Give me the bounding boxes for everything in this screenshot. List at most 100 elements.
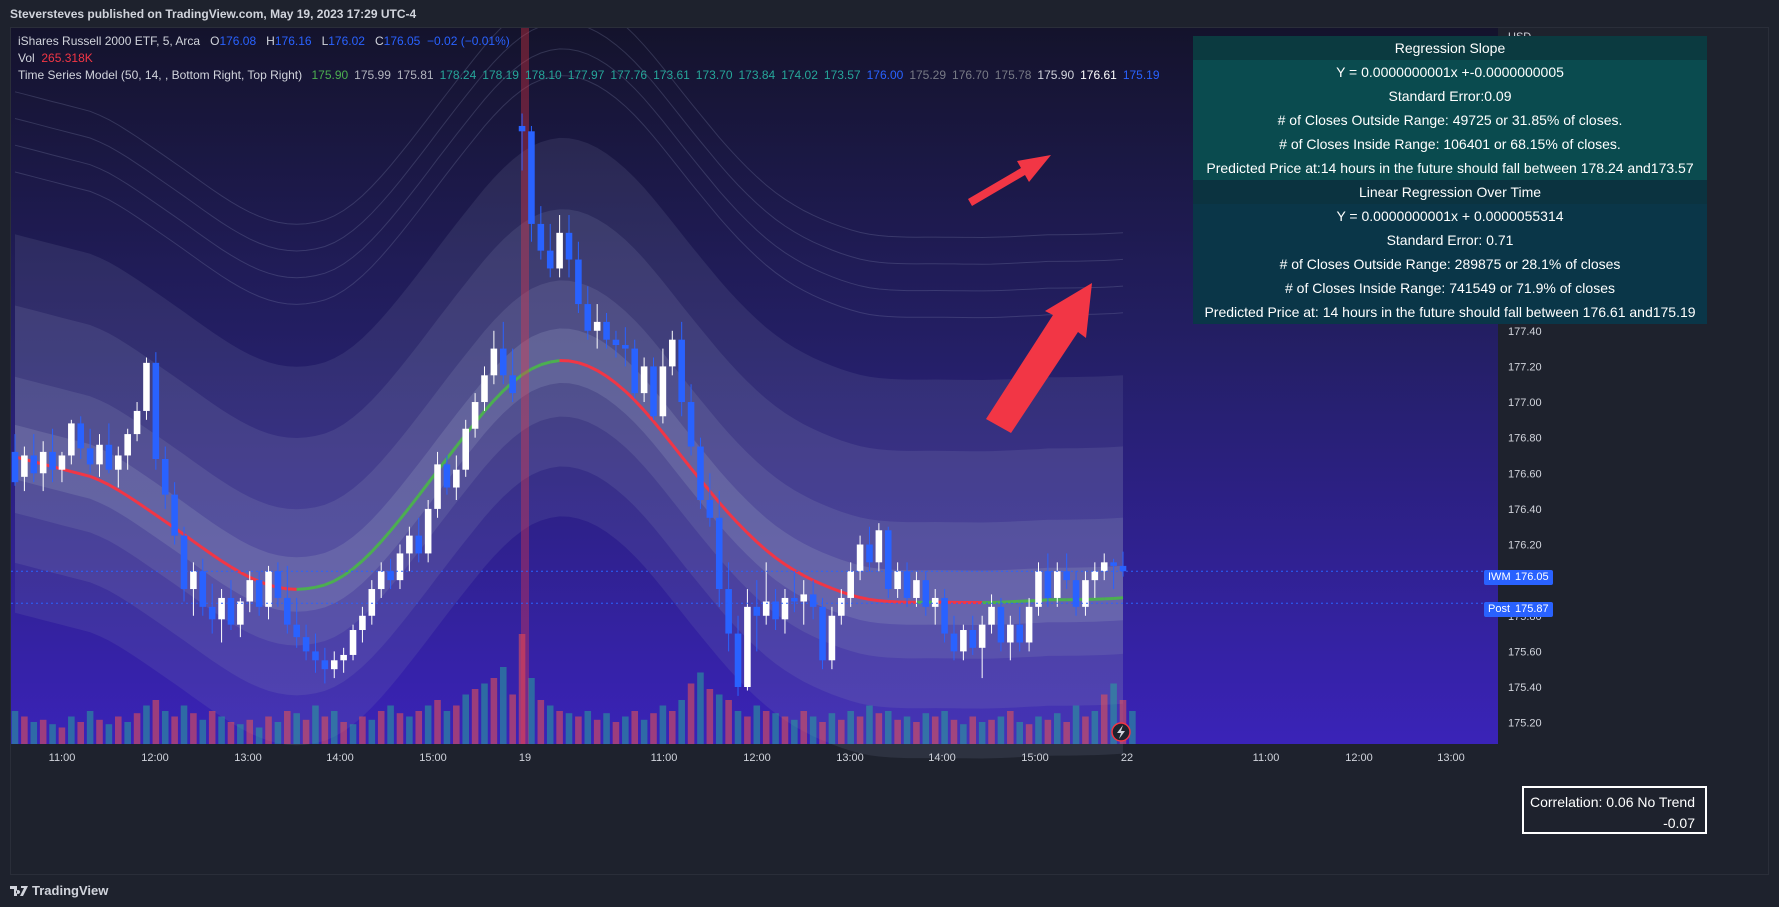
trend-segment: [774, 556, 786, 566]
chart-frame: [10, 27, 1769, 875]
trend-segment: [869, 597, 880, 603]
candle: [1110, 558, 1117, 590]
volume-bar: [1053, 713, 1061, 744]
indicator-value: 175.78: [994, 68, 1032, 82]
iwm-price-badge[interactable]: 176.05: [1511, 570, 1553, 585]
candle: [894, 562, 901, 598]
volume-bar: [903, 716, 911, 744]
candle: [678, 321, 685, 417]
indicator-value: 178.24: [439, 68, 477, 82]
candle: [941, 589, 948, 643]
time-axis[interactable]: 11:00 12:00 13:00 14:00 15:00 19 11:00 12:00 13:…: [49, 752, 1465, 764]
trend-segment: [793, 569, 805, 577]
linear-regression-inside: # of Closes Inside Range: 741549 or 71.9…: [1193, 276, 1707, 300]
candle: [734, 615, 742, 696]
candle: [143, 357, 150, 420]
time-tick-label: 11:00: [651, 752, 678, 764]
price-chart[interactable]: 175.20175.40175.60175.80176.00176.20176.…: [11, 28, 1768, 874]
indicator-value: 173.70: [695, 68, 733, 82]
time-tick-label: 14:00: [928, 752, 956, 764]
publish-header: Steversteves published on TradingView.co…: [0, 0, 1779, 27]
volume-bar: [828, 713, 836, 744]
indicator-value: 178.19: [482, 68, 519, 82]
band-line: [14, 28, 1124, 239]
volume-bar: [744, 716, 751, 744]
candle: [988, 594, 995, 634]
trend-segment: [821, 583, 833, 590]
volume-bar: [284, 711, 291, 744]
candle: [199, 558, 207, 616]
low-value: 176.02: [328, 34, 365, 48]
candle: [856, 535, 864, 581]
price-tick-label: 177.40: [1508, 326, 1542, 338]
linear-regression-stderr: Standard Error: 0.71: [1193, 228, 1707, 252]
candle: [499, 321, 507, 385]
volume-bar: [1072, 705, 1080, 744]
price-tick-label: 176.40: [1508, 504, 1542, 516]
time-tick-label: 12:00: [1345, 752, 1373, 764]
candle: [762, 562, 770, 625]
candle: [819, 597, 826, 670]
volume-bar: [1110, 683, 1117, 744]
candle: [124, 428, 131, 470]
candle: [462, 419, 469, 477]
candle: [86, 428, 94, 474]
candle: [387, 558, 394, 590]
symbol-name[interactable]: iShares Russell 2000 ETF, 5, Arca: [18, 34, 201, 48]
volume-label[interactable]: Vol: [18, 51, 35, 65]
trend-segment: [201, 546, 214, 556]
trend-segment: [803, 574, 814, 582]
volume-bar: [875, 713, 883, 744]
volume-bar: [969, 716, 977, 744]
candle: [490, 330, 498, 385]
candle: [847, 562, 854, 607]
volume-bar: [180, 705, 188, 744]
candle: [593, 304, 601, 349]
volume-bar: [443, 711, 451, 744]
volume-bar: [856, 716, 864, 744]
trend-segment: [587, 364, 598, 372]
time-tick-label: 15:00: [419, 752, 447, 764]
indicator-name[interactable]: Time Series Model (50, 14, , Bottom Righ…: [18, 68, 303, 82]
open-value: 176.08: [219, 34, 257, 48]
band-line: [14, 75, 1124, 319]
volume-bar: [312, 705, 319, 744]
volume-bar: [800, 711, 808, 744]
candle: [706, 473, 714, 527]
indicator-value: 177.76: [610, 68, 648, 82]
candle: [659, 348, 667, 424]
volume-bar: [434, 700, 441, 744]
candle: [622, 327, 629, 367]
candle: [575, 241, 582, 313]
regression-slope-inside: # of Closes Inside Range: 106401 or 68.1…: [1193, 132, 1707, 156]
volume-bar: [481, 683, 488, 744]
trend-segment: [765, 549, 777, 559]
post-price-badge[interactable]: 175.87: [1511, 602, 1553, 617]
trend-segment: [136, 500, 148, 510]
candle: [969, 615, 977, 655]
volume-bar: [77, 722, 85, 744]
volume-bar: [406, 716, 413, 744]
volume-bar: [575, 716, 582, 744]
candle: [913, 571, 920, 607]
time-tick-label: 12:00: [141, 752, 169, 764]
close-label: C: [374, 34, 384, 48]
volume-bar: [471, 689, 479, 744]
volume-bar: [997, 716, 1005, 744]
trend-segment: [1010, 599, 1020, 604]
candle: [1053, 562, 1061, 607]
tradingview-brand: TradingView: [32, 883, 109, 898]
candle: [171, 482, 178, 545]
volume-bar: [377, 711, 385, 744]
candle: [368, 580, 376, 625]
volume-bar: [781, 716, 789, 744]
candle: [1091, 562, 1099, 598]
trend-segment: [671, 443, 683, 458]
candle: [509, 348, 516, 403]
volume-bar: [227, 722, 235, 744]
candle: [603, 312, 610, 349]
trend-segment: [812, 578, 824, 586]
candle: [556, 215, 563, 278]
live-indicator-icon[interactable]: [1111, 722, 1131, 742]
tradingview-logo[interactable]: TradingView: [10, 883, 108, 898]
